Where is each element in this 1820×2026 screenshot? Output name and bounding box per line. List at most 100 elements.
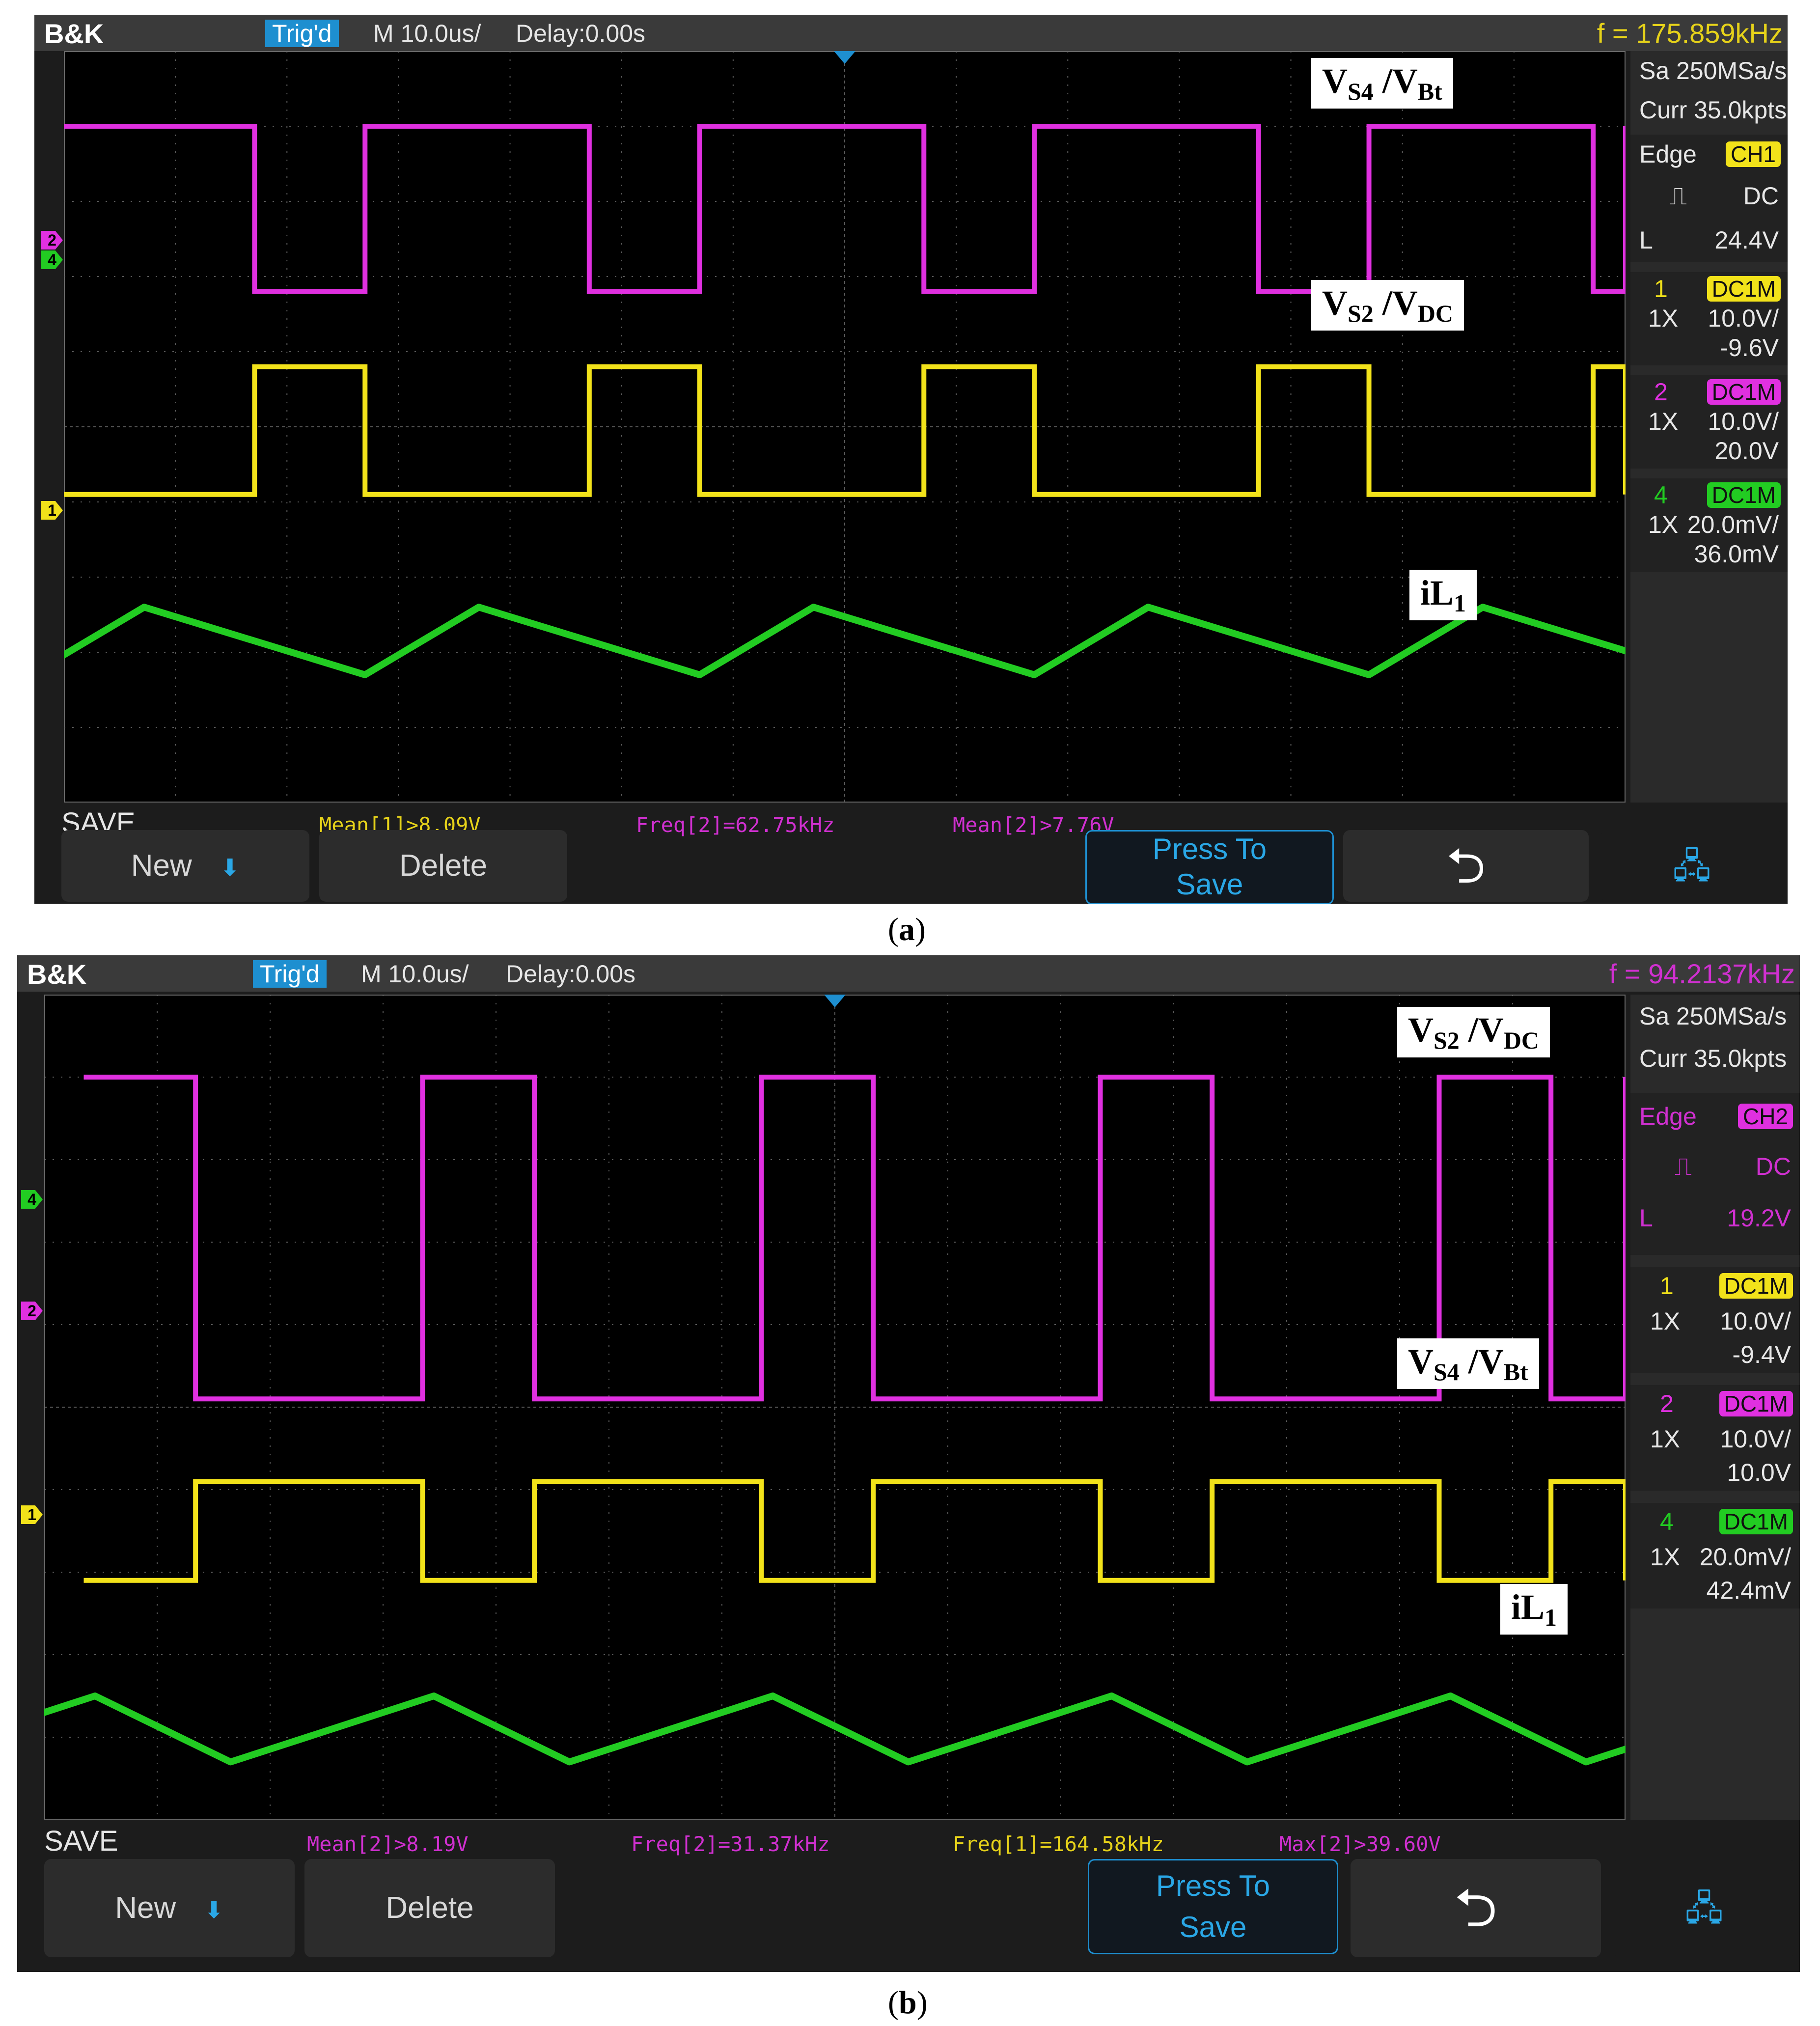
usb-status[interactable]: 🖧 [1601,830,1783,902]
channel-number: 1 [1654,275,1668,303]
channel-4-marker[interactable]: 4 [41,250,63,269]
timebase-readout[interactable]: M 10.0us/ [361,960,469,988]
channel-offset: 42.4mV [1706,1577,1791,1604]
trigger-level: 24.4V [1714,226,1779,254]
channel-coupling-badge: DC1M [1719,1273,1793,1299]
usb-network-icon: 🖧 [1684,1889,1724,1927]
brand-logo: B&K [44,18,104,49]
channel-offset: -9.6V [1720,334,1779,361]
channel-coupling-badge: DC1M [1707,482,1781,508]
channel-4-box[interactable]: 4 DC1M 1X 20.0mV/ 42.4mV [1630,1503,1800,1609]
delete-button[interactable]: Delete [319,830,567,902]
label-vs4-vbt: VS4 /VBt [1311,58,1453,109]
channel-1-box[interactable]: 1 DC1M 1X 10.0V/ -9.6V [1630,272,1788,365]
channel-coupling-badge: DC1M [1719,1391,1793,1416]
usb-status[interactable]: 🖧 [1613,1859,1795,1957]
delay-readout[interactable]: Delay:0.00s [506,960,636,988]
channel-1-marker[interactable]: 1 [21,1505,43,1524]
press-to-save-button[interactable]: Press To Save [1085,830,1334,904]
channel-probe: 1X [1648,305,1679,332]
channel-scale: 20.0mV/ [1687,511,1779,538]
channel-offset: 20.0V [1714,437,1779,465]
label-vs2-vdc: VS2 /VDC [1311,280,1464,331]
trigger-status-badge[interactable]: Trig'd [265,20,339,47]
channel-scale: 20.0mV/ [1699,1543,1791,1571]
trigger-coupling: DC [1743,182,1779,210]
label-il1: iL1 [1500,1584,1568,1635]
memory-depth: Curr 35.0kpts [1639,96,1787,124]
rising-edge-icon: ⎍ [1675,1153,1692,1180]
top-status-bar: B&K Trig'd M 10.0us/ Delay:0.00s f = 175… [34,15,1788,51]
settings-side-panel: Sa 250MSa/s Curr 35.0kpts Edge CH2 ⎍ DC … [1630,995,1800,1820]
ch1-waveform [64,364,1626,497]
channel-number: 2 [1660,1390,1674,1417]
channel-coupling-badge: DC1M [1707,379,1781,405]
ch1-waveform [83,1479,1626,1583]
memory-depth: Curr 35.0kpts [1639,1045,1787,1072]
new-button[interactable]: New ⬇ [44,1859,295,1957]
trigger-level-label: L [1639,1204,1653,1232]
press-to-save-button[interactable]: Press To Save [1088,1859,1338,1954]
channel-offset: 36.0mV [1694,540,1779,568]
sample-rate: Sa 250MSa/s [1639,1002,1787,1030]
chevron-down-icon: ⬇ [220,855,240,881]
back-button[interactable]: ⮌ [1343,830,1589,902]
channel-coupling-badge: DC1M [1719,1509,1793,1534]
chevron-down-icon: ⬇ [204,1897,224,1923]
channel-2-box[interactable]: 2 DC1M 1X 10.0V/ 20.0V [1630,375,1788,469]
channel-4-marker[interactable]: 4 [21,1190,43,1209]
back-button[interactable]: ⮌ [1351,1859,1601,1957]
channel-2-marker[interactable]: 2 [21,1302,43,1320]
channel-coupling-badge: DC1M [1707,276,1781,302]
settings-side-panel: Sa 250MSa/s Curr 35.0kpts Edge CH1 ⎍ DC … [1630,51,1788,803]
channel-scale: 10.0V/ [1708,408,1779,435]
trigger-box[interactable]: Edge CH1 ⎍ DC L 24.4V [1630,135,1788,262]
new-button[interactable]: New ⬇ [61,830,309,902]
ch2-waveform [64,124,1626,294]
frequency-readout: f = 94.2137kHz [1609,958,1795,989]
channel-number: 4 [1660,1508,1674,1535]
waveform-grid[interactable] [64,51,1626,803]
channel-2-marker[interactable]: 2 [41,231,63,250]
delete-button[interactable]: Delete [304,1859,555,1957]
save-menu-title: SAVE [44,1825,118,1857]
trigger-source-badge: CH1 [1725,141,1781,167]
channel-probe: 1X [1648,408,1679,435]
ch4-inductor-current-waveform [44,1693,1626,1766]
channel-probe: 1X [1648,511,1679,538]
channel-4-box[interactable]: 4 DC1M 1X 20.0mV/ 36.0mV [1630,478,1788,572]
timebase-readout[interactable]: M 10.0us/ [373,20,481,47]
label-vs4-vbt: VS4 /VBt [1397,1338,1539,1389]
channel-number: 2 [1654,378,1668,406]
label-vs2-vdc: VS2 /VDC [1397,1007,1550,1057]
channel-number: 1 [1660,1272,1674,1300]
top-status-bar: B&K Trig'd M 10.0us/ Delay:0.00s f = 94.… [17,955,1800,992]
trigger-source-badge: CH2 [1737,1104,1793,1129]
frequency-readout: f = 175.859kHz [1597,18,1783,49]
channel-2-box[interactable]: 2 DC1M 1X 10.0V/ 10.0V [1630,1385,1800,1491]
trigger-level-label: L [1639,226,1653,254]
channel-scale: 10.0V/ [1720,1307,1791,1335]
oscilloscope-screen-b: B&K Trig'd M 10.0us/ Delay:0.00s f = 94.… [17,955,1800,1972]
trigger-coupling: DC [1755,1153,1791,1180]
trigger-level: 19.2V [1727,1204,1791,1232]
trigger-status-badge[interactable]: Trig'd [253,960,327,988]
waveform-grid[interactable] [44,995,1626,1820]
return-arrow-icon: ⮌ [1446,838,1486,893]
channel-scale: 10.0V/ [1720,1425,1791,1453]
ch2-waveform [83,1075,1626,1402]
channel-1-box[interactable]: 1 DC1M 1X 10.0V/ -9.4V [1630,1267,1800,1373]
channel-scale: 10.0V/ [1708,305,1779,332]
measurement-1: Mean[2]>8.19V [307,1832,469,1856]
ch4-inductor-current-waveform [64,604,1626,678]
channel-1-marker[interactable]: 1 [41,501,63,520]
trigger-position-icon [824,995,846,1007]
brand-logo: B&K [27,959,87,990]
measurement-4: Max[2]>39.60V [1279,1832,1441,1856]
trigger-type: Edge [1639,1103,1697,1130]
delay-readout[interactable]: Delay:0.00s [516,20,646,47]
channel-offset: -9.4V [1732,1341,1791,1368]
trigger-box[interactable]: Edge CH2 ⎍ DC L 19.2V [1630,1093,1800,1255]
measurement-3: Freq[1]=164.58kHz [953,1832,1164,1856]
channel-probe: 1X [1650,1543,1681,1571]
